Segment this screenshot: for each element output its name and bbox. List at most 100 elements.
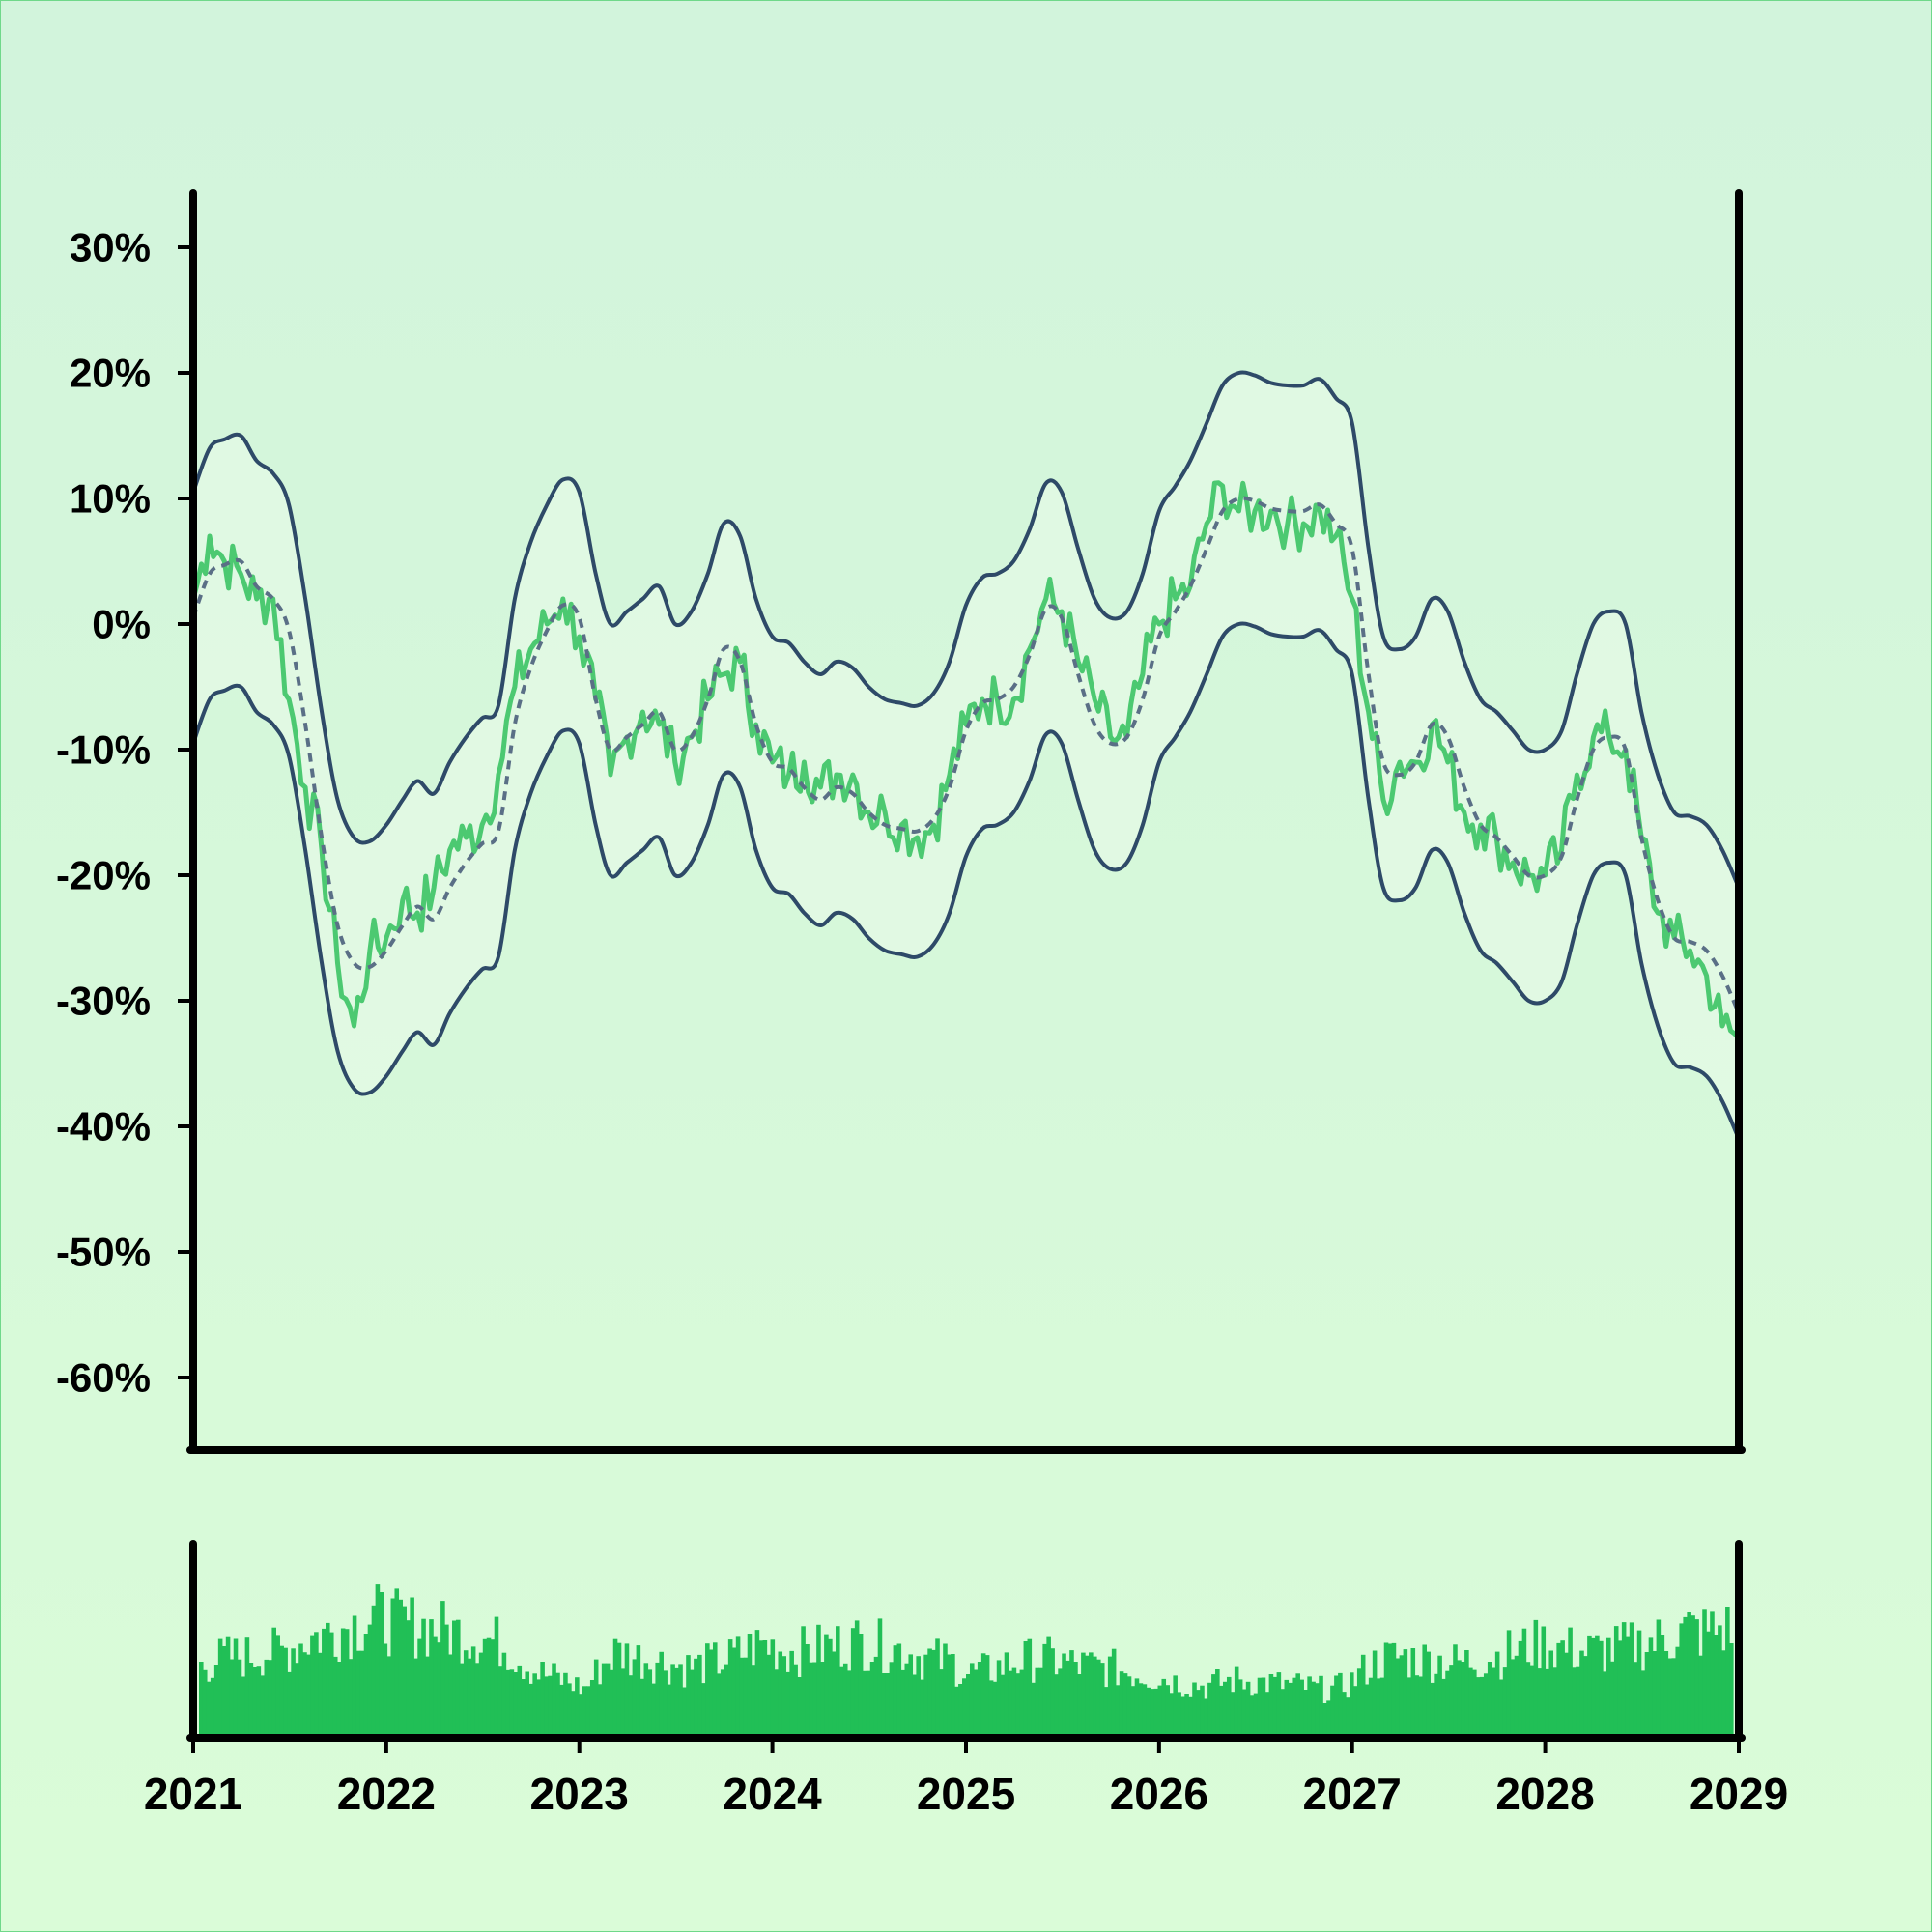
volume-bar bbox=[241, 1676, 246, 1734]
volume-bar bbox=[601, 1663, 607, 1734]
volume-bar bbox=[1434, 1673, 1438, 1734]
volume-bar bbox=[1184, 1694, 1189, 1734]
y-tick-label: -30% bbox=[56, 979, 151, 1024]
x-tick-label: 2029 bbox=[1690, 1769, 1788, 1819]
volume-bar bbox=[1015, 1673, 1021, 1734]
volume-bar bbox=[842, 1663, 848, 1734]
volume-bar bbox=[1346, 1697, 1350, 1734]
volume-bar bbox=[1714, 1635, 1719, 1734]
volume-bar bbox=[1280, 1689, 1286, 1734]
volume-bar bbox=[670, 1664, 675, 1734]
volume-bar bbox=[1103, 1687, 1109, 1734]
volume-bar bbox=[1027, 1638, 1033, 1734]
volume-bar bbox=[1062, 1653, 1066, 1734]
volume-bar bbox=[754, 1630, 760, 1734]
volume-bar bbox=[947, 1654, 952, 1734]
volume-bar bbox=[1533, 1619, 1539, 1734]
volume-bar bbox=[410, 1597, 414, 1734]
volume-bar bbox=[805, 1644, 810, 1734]
volume-bar bbox=[213, 1665, 219, 1734]
volume-bar bbox=[1487, 1662, 1492, 1734]
volume-bar bbox=[1130, 1686, 1136, 1734]
volume-bar bbox=[244, 1637, 250, 1734]
volume-bar bbox=[850, 1628, 856, 1734]
volume-bar bbox=[1395, 1658, 1401, 1734]
volume-bar bbox=[1211, 1674, 1216, 1734]
volume-bar bbox=[1603, 1671, 1607, 1734]
y-axis-ticks: 30% 20% 10% 0% -10% -20% -30% -40% -50% -60% bbox=[56, 225, 193, 1401]
volume-bar bbox=[501, 1652, 507, 1734]
volume-bar bbox=[690, 1669, 695, 1734]
volume-bar bbox=[217, 1638, 223, 1734]
volume-bar bbox=[1702, 1609, 1707, 1734]
volume-bar bbox=[1249, 1695, 1255, 1734]
volume-bar bbox=[474, 1663, 480, 1734]
volume-bar bbox=[1107, 1656, 1113, 1734]
volume-bar bbox=[494, 1616, 499, 1734]
volume-bar bbox=[1295, 1673, 1300, 1734]
volume-bar bbox=[1146, 1687, 1151, 1734]
volume-bar bbox=[931, 1649, 936, 1734]
volume-bar bbox=[647, 1669, 653, 1734]
volume-bar bbox=[1445, 1670, 1450, 1734]
volume-bar bbox=[575, 1677, 580, 1734]
volume-bar bbox=[958, 1684, 963, 1734]
volume-bar bbox=[969, 1663, 975, 1734]
volume-bar bbox=[1215, 1669, 1220, 1734]
volume-bar bbox=[571, 1691, 576, 1734]
x-tick-label: 2026 bbox=[1110, 1769, 1208, 1819]
volume-bar bbox=[720, 1669, 725, 1734]
volume-bar bbox=[1710, 1611, 1715, 1734]
volume-bar bbox=[1430, 1682, 1435, 1734]
volume-bar bbox=[1372, 1650, 1378, 1734]
volume-bar bbox=[1219, 1685, 1224, 1734]
volume-bar bbox=[1403, 1649, 1408, 1734]
volume-bar bbox=[1008, 1670, 1013, 1734]
volume-bar bbox=[298, 1643, 303, 1734]
volume-bar bbox=[785, 1671, 790, 1734]
y-tick-label: -50% bbox=[56, 1230, 151, 1275]
volume-bar bbox=[1234, 1666, 1239, 1734]
volume-bar bbox=[1065, 1660, 1070, 1734]
volume-bar bbox=[505, 1669, 511, 1734]
volume-bar bbox=[1311, 1681, 1316, 1734]
volume-bar bbox=[1095, 1659, 1101, 1734]
volume-bar bbox=[816, 1624, 821, 1734]
volume-bar bbox=[585, 1686, 591, 1734]
volume-bar bbox=[1644, 1652, 1650, 1734]
volume-bar bbox=[1000, 1674, 1006, 1734]
volume-bar bbox=[318, 1652, 323, 1734]
volume-bar bbox=[801, 1626, 806, 1734]
volume-bar bbox=[1046, 1636, 1051, 1734]
volume-bar bbox=[486, 1637, 492, 1734]
volume-bar bbox=[1595, 1635, 1600, 1734]
y-tick-label: -60% bbox=[56, 1355, 151, 1401]
volume-bar bbox=[889, 1662, 895, 1734]
volume-bar bbox=[996, 1660, 1002, 1734]
volume-bar bbox=[1226, 1676, 1232, 1734]
volume-bar bbox=[854, 1620, 860, 1734]
volume-bar bbox=[406, 1620, 411, 1734]
volume-bar bbox=[540, 1662, 545, 1734]
volume-bar bbox=[1058, 1668, 1063, 1734]
volume-bar bbox=[1441, 1678, 1446, 1734]
volume-bar bbox=[797, 1677, 802, 1734]
volume-bar bbox=[256, 1666, 262, 1734]
volume-bar bbox=[1368, 1677, 1374, 1734]
volume-bar bbox=[954, 1686, 959, 1734]
volume-bar bbox=[1464, 1650, 1469, 1734]
volume-bar bbox=[1406, 1677, 1412, 1734]
volume-bar bbox=[371, 1605, 377, 1734]
volume-bar bbox=[509, 1669, 515, 1734]
volume-bar bbox=[467, 1658, 472, 1734]
volume-bar bbox=[1725, 1607, 1730, 1734]
volume-bar bbox=[1157, 1685, 1163, 1734]
volume-bar bbox=[1663, 1651, 1669, 1734]
volume-bar bbox=[390, 1598, 396, 1734]
volume-bar bbox=[747, 1634, 753, 1734]
volume-bar bbox=[1161, 1678, 1167, 1734]
volume-bar bbox=[1322, 1703, 1327, 1734]
volume-bar bbox=[437, 1642, 441, 1734]
volume-bar bbox=[712, 1642, 718, 1734]
volume-bar bbox=[1461, 1662, 1465, 1734]
